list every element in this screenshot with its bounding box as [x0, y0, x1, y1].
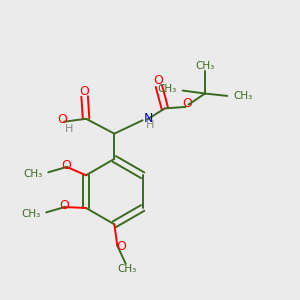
Text: CH₃: CH₃: [234, 91, 253, 101]
Text: H: H: [146, 120, 154, 130]
Text: N: N: [143, 112, 153, 125]
Text: H: H: [65, 124, 73, 134]
Text: CH₃: CH₃: [22, 209, 41, 219]
Text: O: O: [153, 74, 163, 87]
Text: CH₃: CH₃: [24, 169, 43, 179]
Text: O: O: [116, 240, 126, 253]
Text: O: O: [79, 85, 89, 98]
Text: O: O: [61, 159, 71, 172]
Text: CH₃: CH₃: [195, 61, 214, 71]
Text: O: O: [57, 113, 67, 126]
Text: O: O: [182, 98, 192, 110]
Text: O: O: [59, 199, 69, 212]
Text: CH₃: CH₃: [118, 264, 137, 274]
Text: CH₃: CH₃: [157, 84, 176, 94]
